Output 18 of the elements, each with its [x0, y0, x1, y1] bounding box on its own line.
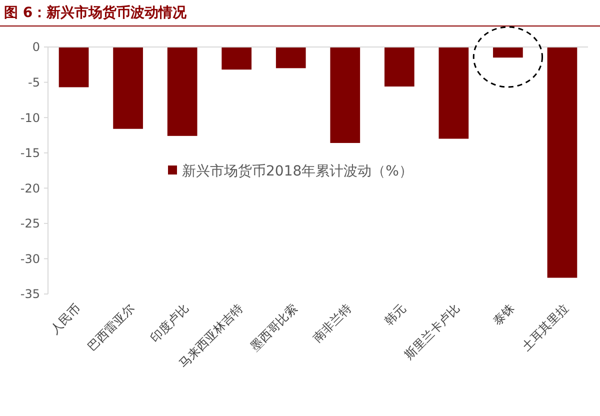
x-tick-label: 巴西雷亚尔	[84, 301, 138, 354]
x-tick-label: 土耳其里拉	[518, 301, 572, 354]
chart-title: 图 6：新兴市场货币波动情况	[4, 4, 188, 21]
y-tick-label: -20	[20, 181, 40, 196]
x-tick-label: 印度卢比	[148, 301, 192, 346]
x-tick-label: 韩元	[382, 301, 408, 328]
y-tick-label: -15	[20, 146, 40, 160]
y-tick-label: -35	[20, 287, 40, 302]
x-tick-label: 泰铢	[490, 301, 518, 328]
x-tick-label: 墨西哥比索	[248, 301, 300, 354]
x-tick-label: 南非兰特	[310, 301, 354, 346]
legend-label: 新兴市场货币2018年累计波动（%）	[182, 163, 413, 180]
x-tick-label: 人民币	[48, 301, 83, 337]
y-tick-label: 0	[32, 40, 40, 54]
y-tick-label: -30	[20, 252, 40, 266]
y-tick-label: -10	[20, 110, 40, 125]
y-tick-label: -25	[20, 216, 40, 231]
y-tick-label: -5	[28, 75, 40, 90]
